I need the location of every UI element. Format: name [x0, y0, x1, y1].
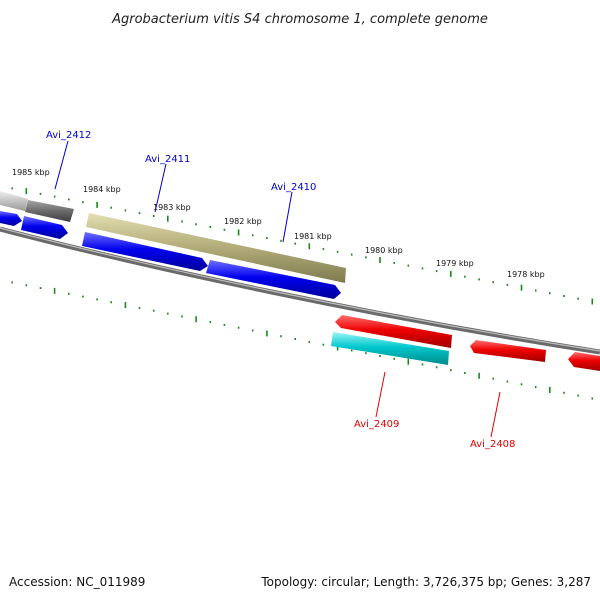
kbp-label-1980: 1980 kbp: [365, 246, 403, 255]
accession-text: Accession: NC_011989: [9, 575, 145, 589]
gene-feature-avi-2410[interactable]: [206, 260, 341, 299]
map-title: Agrobacterium vitis S4 chromosome 1, com…: [111, 12, 488, 27]
gene-feature-red-right-edge[interactable]: [568, 352, 600, 371]
kbp-label-1978: 1978 kbp: [507, 270, 545, 279]
leader-line-avi-2411: [154, 163, 167, 213]
gene-feature-avi-2411[interactable]: [82, 232, 208, 271]
chromosome-backbone-highlight: [0, 227, 600, 352]
kbp-label-1984: 1984 kbp: [83, 185, 121, 194]
gene-label-avi-2409[interactable]: Avi_2409: [354, 419, 399, 430]
gene-label-avi-2411[interactable]: Avi_2411: [145, 154, 190, 165]
gene-label-avi-2410[interactable]: Avi_2410: [271, 182, 316, 193]
gene-feature-blue-left-edge[interactable]: [0, 211, 22, 226]
inner-tick-track: [11, 281, 594, 400]
leader-line-avi-2408: [490, 391, 501, 438]
gene-feature-light-grey[interactable]: [0, 191, 28, 211]
leader-line-avi-2410: [282, 191, 293, 243]
gene-feature-olive[interactable]: [86, 213, 346, 283]
gene-feature-avi-2409[interactable]: [335, 315, 452, 348]
kbp-label-1983: 1983 kbp: [153, 203, 191, 212]
gene-feature-avi-2412[interactable]: [21, 216, 68, 239]
gene-feature-avi-2408[interactable]: [470, 340, 546, 362]
kbp-label-1985: 1985 kbp: [12, 168, 50, 177]
kbp-label-1982: 1982 kbp: [224, 217, 262, 226]
outer-tick-track: [11, 187, 594, 305]
gene-feature-rna-cyan[interactable]: [331, 332, 449, 365]
gene-label-avi-2412[interactable]: Avi_2412: [46, 130, 91, 141]
gene-label-avi-2408[interactable]: Avi_2408: [470, 439, 515, 450]
kbp-label-1979: 1979 kbp: [436, 259, 474, 268]
gene-feature-grey[interactable]: [25, 200, 74, 222]
leader-line-avi-2412: [54, 140, 69, 190]
kbp-label-1981: 1981 kbp: [294, 232, 332, 241]
genome-summary-text: Topology: circular; Length: 3,726,375 bp…: [260, 575, 591, 589]
leader-line-avi-2409: [375, 371, 386, 418]
chromosome-backbone: [0, 226, 600, 355]
